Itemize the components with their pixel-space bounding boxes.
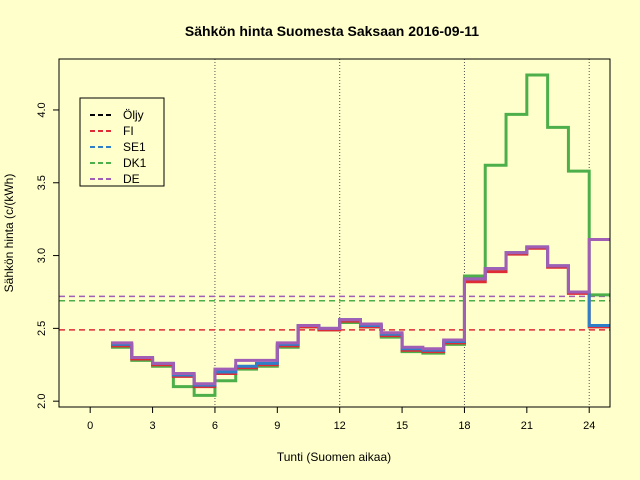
y-tick-label: 2.5 [36,321,48,336]
legend-box [79,97,165,187]
x-tick-label: 6 [212,420,218,432]
x-axis: 0 3 6 9 12 15 18 21 24 [87,407,595,432]
legend-label-öljy: Öljy [123,108,144,122]
legend-label-de: DE [123,172,140,186]
legend-label-dk1: DK1 [123,156,147,170]
x-tick-label: 9 [274,420,280,432]
legend: Öljy FI SE1 DK1 DE [79,97,165,187]
x-tick-label: 15 [396,420,408,432]
x-tick-label: 0 [87,420,93,432]
x-tick-label: 24 [583,420,595,432]
y-axis: 2.0 2.5 3.0 3.5 4.0 [36,102,59,409]
x-tick-label: 21 [521,420,533,432]
x-tick-label: 3 [150,420,156,432]
legend-label-fi: FI [123,124,134,138]
plot-frame [58,58,611,408]
y-tick-label: 3.0 [36,248,48,263]
legend-label-se1: SE1 [123,140,146,154]
x-tick-label: 18 [458,420,470,432]
y-tick-label: 4.0 [36,102,48,117]
chart-title: Sähkön hinta Suomesta Saksaan 2016-09-11 [185,23,479,39]
y-tick-label: 3.5 [36,175,48,190]
x-tick-label: 12 [334,420,346,432]
x-axis-title: Tunti (Suomen aikaa) [277,450,391,464]
y-tick-label: 2.0 [36,394,48,409]
y-axis-title: Sähkön hinta (c/(kWh) [2,174,16,293]
plot-area [58,58,611,408]
step-line-de [110,238,610,386]
